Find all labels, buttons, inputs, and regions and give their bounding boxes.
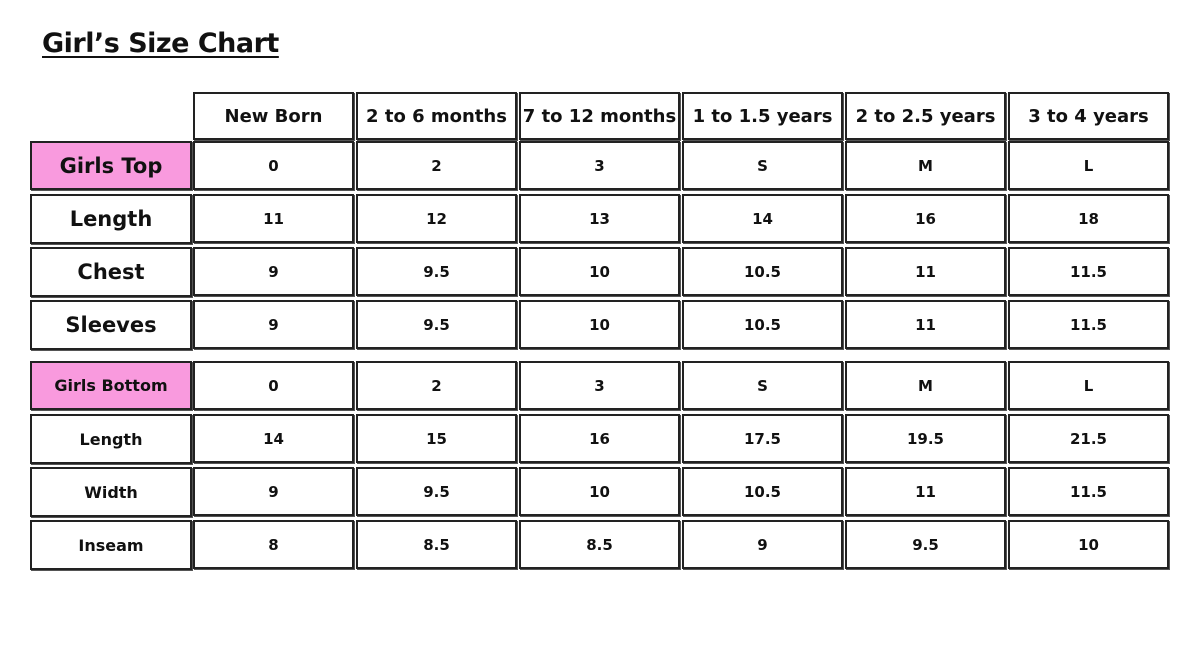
value-cell: 16 — [519, 414, 680, 463]
value-cell: 15 — [356, 414, 517, 463]
value-cell: 14 — [193, 414, 354, 463]
value-cell: 8.5 — [356, 520, 517, 569]
value-cell: 11.5 — [1008, 300, 1169, 349]
row-label: Length — [30, 194, 192, 244]
size-cell: M — [845, 141, 1006, 190]
column-header: 1 to 1.5 years — [682, 92, 843, 140]
size-cell: 0 — [193, 141, 354, 190]
size-cell: S — [682, 141, 843, 190]
value-cell: 14 — [682, 194, 843, 243]
column-header: New Born — [193, 92, 354, 140]
size-cell: 3 — [519, 361, 680, 410]
value-cell: 9.5 — [356, 300, 517, 349]
value-cell: 9.5 — [356, 467, 517, 516]
column-header: 7 to 12 months — [519, 92, 680, 140]
row-label: Chest — [30, 247, 192, 297]
row-label: Width — [30, 467, 192, 517]
size-cell: 0 — [193, 361, 354, 410]
value-cell: 11 — [845, 247, 1006, 296]
value-cell: 10.5 — [682, 300, 843, 349]
value-cell: 11 — [193, 194, 354, 243]
value-cell: 9 — [682, 520, 843, 569]
value-cell: 17.5 — [682, 414, 843, 463]
value-cell: 11.5 — [1008, 467, 1169, 516]
value-cell: 10 — [519, 300, 680, 349]
page-title: Girl’s Size Chart — [42, 28, 279, 59]
value-cell: 19.5 — [845, 414, 1006, 463]
value-cell: 11 — [845, 300, 1006, 349]
value-cell: 9.5 — [845, 520, 1006, 569]
value-cell: 10 — [1008, 520, 1169, 569]
value-cell: 16 — [845, 194, 1006, 243]
value-cell: 11.5 — [1008, 247, 1169, 296]
value-cell: 9 — [193, 467, 354, 516]
value-cell: 9.5 — [356, 247, 517, 296]
column-header: 2 to 6 months — [356, 92, 517, 140]
value-cell: 10 — [519, 247, 680, 296]
size-cell: L — [1008, 141, 1169, 190]
size-cell: L — [1008, 361, 1169, 410]
value-cell: 8 — [193, 520, 354, 569]
section-label: Girls Bottom — [30, 361, 192, 410]
value-cell: 11 — [845, 467, 1006, 516]
value-cell: 10 — [519, 467, 680, 516]
size-cell: S — [682, 361, 843, 410]
size-cell: 3 — [519, 141, 680, 190]
value-cell: 18 — [1008, 194, 1169, 243]
column-header: 3 to 4 years — [1008, 92, 1169, 140]
size-cell: M — [845, 361, 1006, 410]
column-header: 2 to 2.5 years — [845, 92, 1006, 140]
value-cell: 10.5 — [682, 467, 843, 516]
row-label: Length — [30, 414, 192, 464]
value-cell: 10.5 — [682, 247, 843, 296]
value-cell: 13 — [519, 194, 680, 243]
value-cell: 9 — [193, 300, 354, 349]
value-cell: 8.5 — [519, 520, 680, 569]
size-cell: 2 — [356, 141, 517, 190]
value-cell: 12 — [356, 194, 517, 243]
section-label: Girls Top — [30, 141, 192, 190]
value-cell: 21.5 — [1008, 414, 1169, 463]
value-cell: 9 — [193, 247, 354, 296]
row-label: Inseam — [30, 520, 192, 570]
size-cell: 2 — [356, 361, 517, 410]
row-label: Sleeves — [30, 300, 192, 350]
